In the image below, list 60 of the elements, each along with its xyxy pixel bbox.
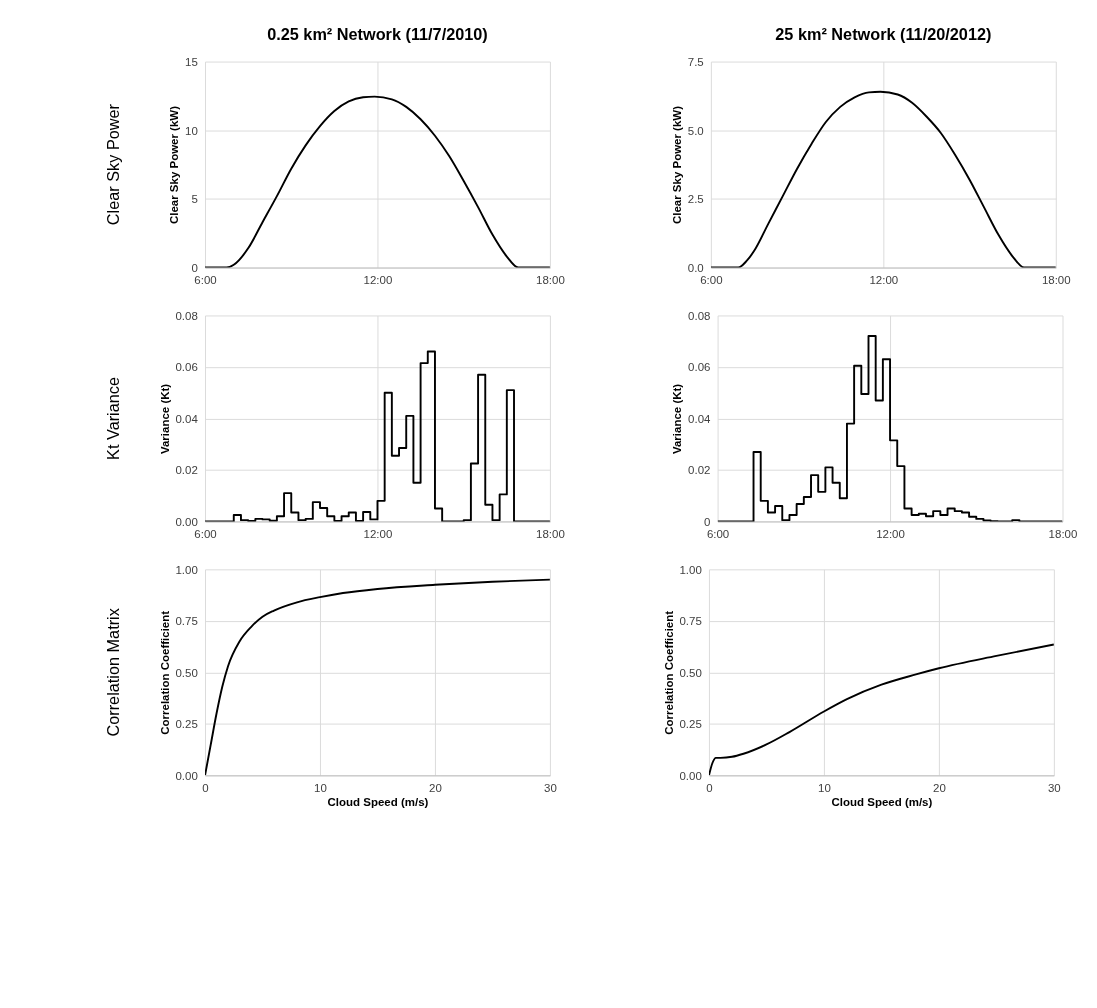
x-tick-label: 12:00 <box>363 528 393 541</box>
y-tick-label: 0.0 <box>687 261 704 274</box>
y-tick-label: 1.00 <box>679 563 702 576</box>
y-tick-label: 2.5 <box>687 193 704 206</box>
x-tick-label: 18:00 <box>536 274 565 287</box>
x-tick-label: 0 <box>202 782 209 795</box>
text: Clear Sky Power <box>103 103 122 226</box>
y-tick-label: 0.50 <box>679 666 702 679</box>
x-tick-label: 18:00 <box>536 528 565 541</box>
y-axis-title: Variance (Kt) <box>158 383 171 455</box>
x-tick-label: 6:00 <box>194 528 217 541</box>
y-tick-label: 0 <box>704 515 711 528</box>
x-tick-label: 6:00 <box>194 274 217 287</box>
y-tick-label: 0.06 <box>175 361 198 374</box>
x-tick-label: 10 <box>818 782 831 795</box>
y-tick-label: 7.5 <box>687 55 704 68</box>
y-tick-label: 0.00 <box>175 515 198 528</box>
y-axis-title: Clear Sky Power (kW) <box>671 105 684 225</box>
y-tick-label: 10 <box>185 124 198 137</box>
x-tick-label: 6:00 <box>706 528 730 541</box>
x-tick-label: 18:00 <box>1048 528 1078 541</box>
y-tick-label: 0.50 <box>175 666 198 679</box>
y-tick-label: 0.00 <box>175 769 198 782</box>
text: Kt Variance <box>103 377 122 460</box>
y-tick-label: 1.00 <box>175 563 198 576</box>
x-axis-title: Cloud Speed (m/s) <box>327 796 429 809</box>
y-tick-label: 0.08 <box>688 309 711 322</box>
y-axis-title: Correlation Coefficient <box>158 610 171 735</box>
x-tick-label: 12:00 <box>363 274 393 287</box>
y-tick-label: 0.25 <box>175 718 198 731</box>
y-tick-label: 0.00 <box>679 769 702 782</box>
y-tick-label: 0.02 <box>175 464 198 477</box>
y-tick-label: 0.04 <box>688 412 712 425</box>
x-axis-title: Cloud Speed (m/s) <box>831 796 933 809</box>
x-tick-label: 6:00 <box>700 274 723 287</box>
y-axis-title: Variance (Kt) <box>671 383 684 455</box>
x-tick-label: 12:00 <box>876 528 905 541</box>
y-tick-label: 0.75 <box>175 615 198 628</box>
y-tick-label: 0.75 <box>679 615 702 628</box>
text: Correlation Matrix <box>103 608 122 737</box>
x-tick-label: 10 <box>314 782 327 795</box>
y-tick-label: 0.06 <box>688 361 711 374</box>
x-tick-label: 30 <box>1047 782 1061 795</box>
chart-title: 0.25 km² Network (11/7/2010) <box>267 25 488 44</box>
chart-title: 25 km² Network (11/20/2012) <box>775 25 992 44</box>
y-tick-label: 0.25 <box>679 718 702 731</box>
y-tick-label: 0 <box>191 261 198 274</box>
y-tick-label: 5 <box>191 193 198 206</box>
y-tick-label: 0.02 <box>688 464 711 477</box>
y-tick-label: 15 <box>185 55 198 68</box>
y-tick-label: 0.04 <box>175 412 199 425</box>
y-axis-title: Clear Sky Power (kW) <box>168 105 181 225</box>
x-tick-label: 12:00 <box>869 274 899 287</box>
x-tick-label: 20 <box>429 782 442 795</box>
x-tick-label: 18:00 <box>1041 274 1071 287</box>
y-tick-label: 0.08 <box>175 309 198 322</box>
y-tick-label: 5.0 <box>687 124 704 137</box>
x-tick-label: 30 <box>544 782 557 795</box>
y-axis-title: Correlation Coefficient <box>662 610 675 735</box>
x-tick-label: 20 <box>933 782 946 795</box>
